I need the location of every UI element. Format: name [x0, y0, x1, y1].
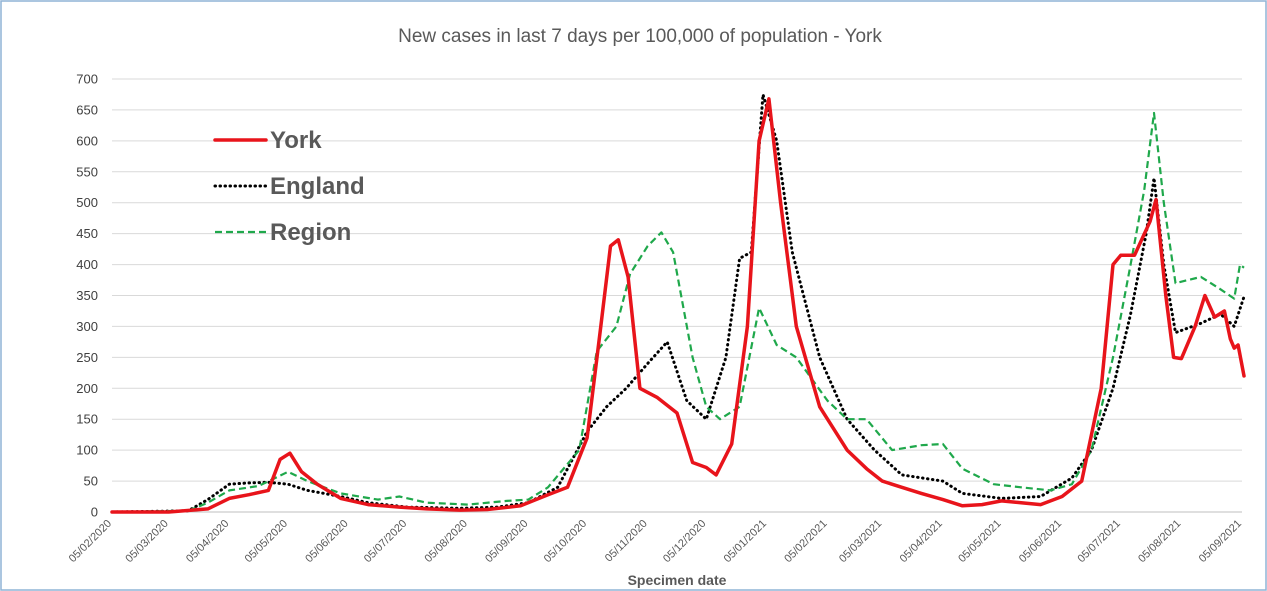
x-tick-label: 05/06/2021: [1017, 518, 1064, 565]
y-tick-label: 50: [84, 474, 98, 489]
x-tick-label: 05/04/2020: [184, 518, 231, 565]
x-tick-label: 05/02/2020: [67, 518, 114, 565]
x-tick-label: 05/07/2021: [1075, 518, 1122, 565]
x-tick-label: 05/05/2021: [956, 518, 1003, 565]
x-tick-label: 05/03/2020: [123, 518, 170, 565]
y-tick-label: 500: [76, 195, 98, 210]
legend-label: York: [270, 127, 322, 154]
y-tick-label: 150: [76, 412, 98, 427]
series-line-england: [110, 93, 1246, 514]
x-tick-label: 05/07/2020: [362, 518, 409, 565]
y-tick-label: 300: [76, 319, 98, 334]
legend-label: England: [270, 173, 365, 200]
x-tick-label: 05/09/2020: [483, 518, 530, 565]
y-tick-label: 350: [76, 288, 98, 303]
series-line-region: [111, 111, 1245, 514]
x-tick-label: 05/01/2021: [722, 518, 769, 565]
y-tick-label: 0: [91, 505, 98, 520]
y-tick-label: 200: [76, 381, 98, 396]
legend-label: Region: [270, 219, 351, 246]
y-axis-ticks: 0 50 100 150 200 250 300 350 400 450 500 550 600 650 7…: [76, 72, 98, 520]
y-tick-label: 400: [76, 257, 98, 272]
chart-title: New cases in last 7 days per 100,000 of …: [398, 26, 882, 47]
y-tick-label: 100: [76, 443, 98, 458]
x-tick-label: 05/08/2021: [1136, 518, 1183, 565]
y-tick-label: 600: [76, 133, 98, 148]
x-axis-ticks: 05/02/2020 05/03/2020 05/04/2020 05/05/2020…: [67, 518, 1244, 565]
x-tick-label: 05/02/2021: [782, 518, 829, 565]
x-tick-label: 05/11/2020: [603, 518, 650, 565]
x-tick-label: 05/05/2020: [243, 518, 290, 565]
x-tick-label: 05/10/2020: [542, 518, 589, 565]
gridlines: [112, 78, 1242, 513]
x-axis-label: Specimen date: [628, 572, 727, 588]
y-tick-label: 700: [76, 72, 98, 87]
legend: York England Region: [213, 127, 365, 246]
y-tick-label: 550: [76, 164, 98, 179]
x-tick-label: 05/04/2021: [898, 518, 945, 565]
series-lines: [110, 93, 1246, 514]
y-tick-label: 250: [76, 350, 98, 365]
series-line-york: [110, 97, 1246, 514]
x-tick-label: 05/08/2020: [423, 518, 470, 565]
y-tick-label: 450: [76, 226, 98, 241]
x-tick-label: 05/03/2021: [837, 518, 884, 565]
x-tick-label: 05/12/2020: [661, 518, 708, 565]
x-tick-label: 05/06/2020: [303, 518, 350, 565]
y-tick-label: 650: [76, 102, 98, 117]
x-tick-label: 05/09/2021: [1197, 518, 1244, 565]
